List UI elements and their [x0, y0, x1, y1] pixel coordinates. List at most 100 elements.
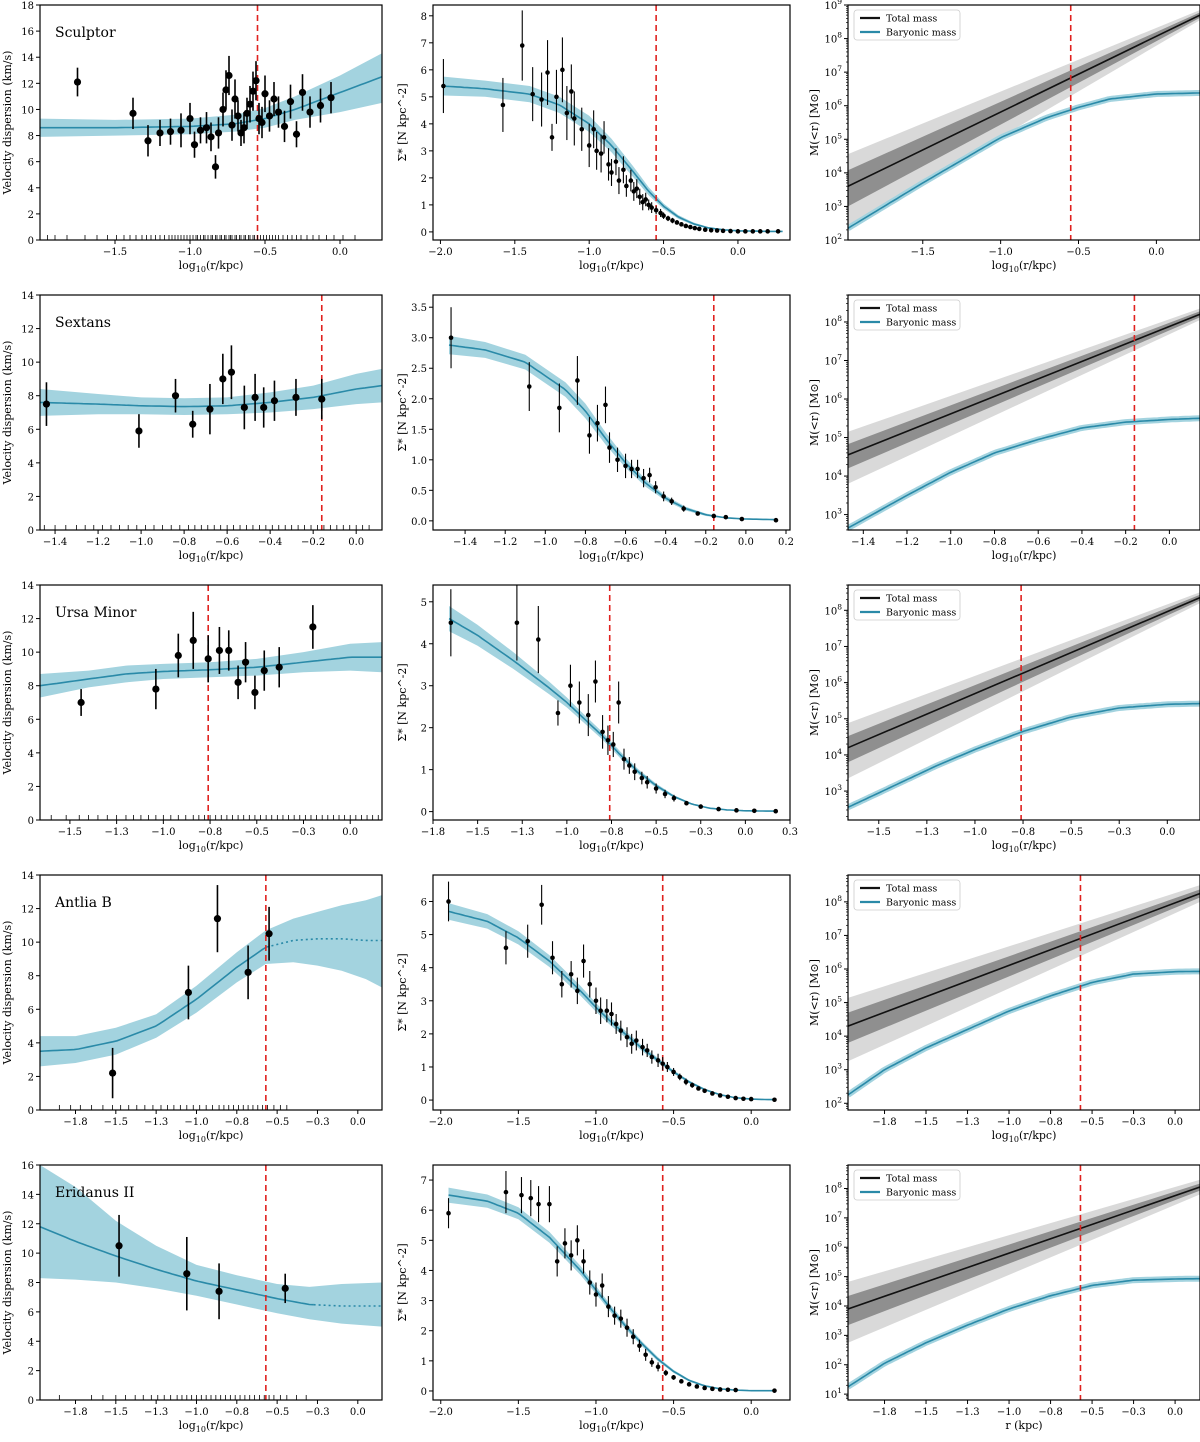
x-tick-label: −0.5: [1080, 1117, 1104, 1128]
data-point: [265, 930, 273, 938]
data-point: [265, 112, 274, 120]
x-axis-label: log10(r/kpc): [579, 259, 644, 274]
data-point: [663, 1370, 669, 1376]
plot-area: [446, 875, 777, 1110]
data-point: [641, 475, 646, 481]
data-point: [605, 737, 611, 743]
legend: Total mass Baryonic mass: [853, 9, 961, 41]
x-tick-label: −1.0: [584, 1117, 608, 1128]
x-axis-label: log10(r/kpc): [179, 839, 244, 854]
data-point: [536, 1201, 541, 1207]
x-tick-label: −1.3: [144, 1117, 168, 1128]
data-point: [688, 224, 693, 230]
data-point: [184, 988, 193, 997]
y-tick-label: 7: [421, 1176, 427, 1187]
x-tick-label: 0.0: [730, 247, 746, 258]
x-axis-label: log10(r/kpc): [992, 839, 1057, 854]
data-point: [677, 1074, 683, 1080]
data-point: [579, 126, 585, 132]
y-tick-label: 3.0: [411, 334, 427, 345]
x-tick-label: −1.3: [144, 1407, 168, 1418]
data-point: [260, 667, 268, 675]
data-point: [698, 804, 704, 809]
data-point: [640, 1044, 645, 1050]
y-tick-label: 10: [21, 358, 34, 369]
x-tick-label: −1.5: [104, 1117, 128, 1128]
y-tick-label: 104: [824, 165, 842, 180]
y-tick-label: 105: [824, 711, 842, 726]
data-point: [644, 1048, 650, 1053]
y-tick-label: 8: [28, 132, 34, 143]
data-point: [281, 1284, 289, 1292]
data-point: [577, 700, 582, 705]
data-point: [674, 220, 680, 225]
data-point: [519, 43, 525, 48]
legend: Total mass Baryonic mass: [853, 1169, 961, 1201]
data-point: [274, 108, 283, 116]
data-point: [549, 135, 555, 140]
y-tick-label: 2: [28, 1072, 34, 1083]
data-point: [327, 94, 335, 102]
data-point: [694, 1384, 700, 1389]
data-point: [683, 223, 689, 229]
y-tick-label: 5: [421, 93, 427, 104]
y-tick-label: 14: [21, 53, 34, 64]
data-point: [720, 228, 726, 234]
data-point: [741, 1096, 746, 1102]
x-tick-label: −1.0: [184, 1117, 208, 1128]
data-point: [251, 393, 259, 401]
x-tick-label: −0.6: [1026, 537, 1050, 548]
data-point: [616, 700, 621, 705]
data-point: [702, 1088, 707, 1094]
data-point: [623, 463, 628, 469]
data-point: [702, 227, 708, 233]
x-axis-label: log10(r/kpc): [179, 549, 244, 564]
data-point: [225, 71, 233, 80]
data-point: [252, 77, 260, 85]
x-tick-label: −1.0: [997, 1407, 1021, 1418]
data-point: [723, 514, 729, 520]
y-tick-label: 4: [28, 1039, 34, 1050]
y-tick-label: 14: [21, 1190, 34, 1201]
x-tick-label: −0.8: [172, 537, 196, 548]
data-point: [585, 712, 591, 718]
x-tick-label: −0.5: [245, 827, 269, 838]
confidence-band: [40, 53, 382, 137]
data-point: [270, 397, 279, 405]
x-tick-label: −1.5: [104, 1407, 128, 1418]
data-point: [575, 1238, 580, 1243]
data-point: [586, 143, 592, 148]
data-point: [739, 516, 745, 522]
total-mass-line: [848, 596, 1200, 749]
data-point: [270, 95, 278, 103]
data-point: [240, 403, 248, 412]
data-point: [628, 178, 634, 183]
y-axis-label: Velocity dispersion (km/s): [1, 341, 14, 486]
y-tick-label: 6: [28, 1005, 34, 1016]
ursa-minor-density-panel: −1.8 −1.5 −1.3 −1.0 −0.8 −0.5 −0.3 0.0 0.3 0 1 2 3 4 5…: [396, 584, 798, 854]
legend: Total mass Baryonic mass: [853, 879, 961, 911]
y-tick-label: 0: [421, 808, 427, 819]
galaxy-name: Eridanus II: [55, 1185, 134, 1201]
x-tick-label: −0.3: [305, 1407, 329, 1418]
x-tick-label: −1.0: [988, 247, 1012, 258]
data-point: [156, 129, 164, 137]
x-tick-label: −1.8: [63, 1407, 87, 1418]
data-point: [564, 110, 570, 116]
data-point: [241, 658, 250, 666]
y-tick-label: 106: [824, 961, 842, 976]
data-point: [644, 779, 650, 785]
y-tick-label: 107: [824, 352, 842, 367]
y-tick-label: 4: [28, 1337, 34, 1348]
x-tick-label: −1.3: [104, 827, 128, 838]
data-point: [618, 1316, 624, 1321]
x-tick-label: −1.8: [421, 827, 445, 838]
x-tick-label: −0.8: [225, 1407, 249, 1418]
y-tick-label: 6: [28, 158, 34, 169]
antlia-b-density-panel: −2.0 −1.5 −1.0 −0.5 0.0 0 1 2 3 4 5 6 log10(r/kpc) Σ*…: [396, 874, 791, 1144]
data-point: [679, 222, 684, 227]
x-tick-label: 0.0: [342, 827, 358, 838]
y-tick-label: 2: [421, 724, 427, 735]
x-axis-label: log10(r/kpc): [992, 549, 1057, 564]
y-tick-label: 0: [28, 1106, 34, 1117]
